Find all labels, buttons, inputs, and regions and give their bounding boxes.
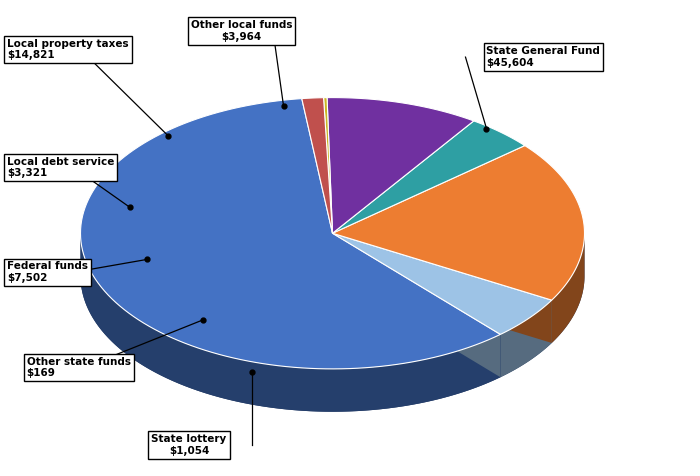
Polygon shape (332, 233, 552, 343)
Text: Federal funds
$7,502: Federal funds $7,502 (7, 261, 88, 283)
Text: State lottery
$1,054: State lottery $1,054 (151, 434, 227, 456)
Polygon shape (332, 233, 552, 343)
Text: Local debt service
$3,321: Local debt service $3,321 (7, 157, 114, 178)
Polygon shape (80, 99, 500, 369)
Polygon shape (332, 146, 584, 300)
Text: Other state funds
$169: Other state funds $169 (27, 357, 131, 378)
Polygon shape (332, 233, 500, 377)
Polygon shape (327, 98, 474, 233)
Text: Other local funds
$3,964: Other local funds $3,964 (190, 20, 293, 42)
Polygon shape (332, 121, 525, 233)
Text: State General Fund
$45,604: State General Fund $45,604 (486, 46, 601, 68)
Polygon shape (302, 98, 332, 233)
Polygon shape (500, 300, 552, 377)
Polygon shape (80, 233, 584, 412)
Polygon shape (552, 234, 584, 343)
Polygon shape (332, 233, 552, 334)
Polygon shape (332, 233, 500, 377)
Text: Local property taxes
$14,821: Local property taxes $14,821 (7, 39, 129, 60)
Polygon shape (80, 233, 500, 412)
Polygon shape (323, 98, 332, 233)
